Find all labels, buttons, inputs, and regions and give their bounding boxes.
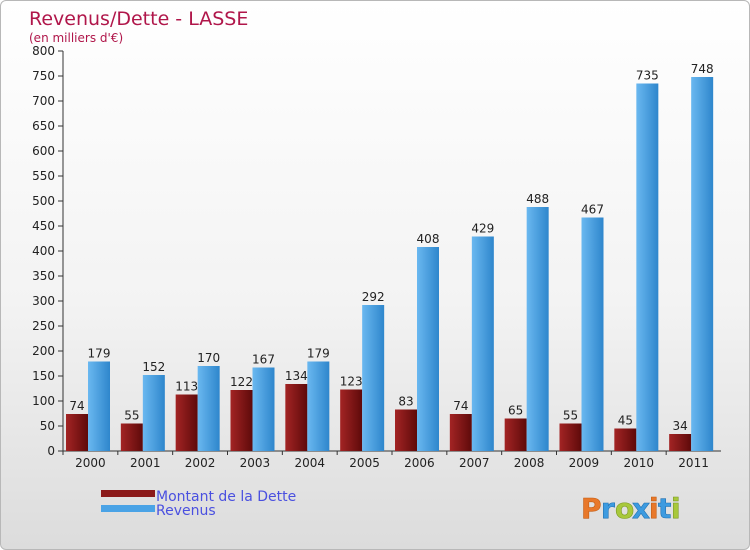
- bar-dette: [66, 414, 88, 451]
- y-tick-label: 50: [40, 419, 55, 433]
- chart-subtitle: (en milliers d'€): [29, 31, 123, 45]
- svg-text:o: o: [615, 492, 634, 525]
- data-labels: 74 179 55 152 113 170 122 167 134 179 123 292 83 408 7…: [69, 62, 713, 433]
- y-tick-label: 550: [32, 169, 55, 183]
- data-label-revenus: 152: [142, 360, 165, 374]
- data-label-revenus: 170: [197, 351, 220, 365]
- data-label-dette: 113: [175, 380, 198, 394]
- bar-dette: [614, 428, 637, 451]
- bar-revenus: [471, 236, 494, 451]
- x-tick-label: 2009: [569, 456, 600, 470]
- legend-label-debt: Montant de la Dette: [156, 489, 296, 505]
- bar-revenus: [581, 217, 604, 451]
- bar-revenus: [197, 366, 220, 451]
- bar-revenus: [417, 247, 439, 451]
- x-tick-label: 2002: [185, 456, 216, 470]
- data-label-dette: 55: [124, 409, 139, 423]
- y-tick-label: 450: [32, 219, 55, 233]
- bar-revenus: [307, 361, 330, 451]
- bar-dette: [340, 389, 363, 451]
- y-tick-label: 800: [32, 44, 55, 58]
- data-label-dette: 65: [508, 404, 523, 418]
- x-axis: 2000 2001 2002 2003 2004 2005 2006 2007 2008 2009…: [62, 450, 721, 470]
- bar-dette: [175, 394, 198, 451]
- x-tick-label: 2005: [349, 456, 380, 470]
- data-label-dette: 74: [69, 399, 84, 413]
- y-tick-label: 650: [32, 119, 55, 133]
- y-axis: 0 50 100 150 200 250 300 350 400 450 500 550 600 650 7…: [32, 44, 64, 458]
- y-tick-label: 350: [32, 269, 55, 283]
- data-label-dette: 34: [673, 419, 688, 433]
- svg-text:i: i: [671, 492, 681, 525]
- data-label-revenus: 408: [417, 232, 440, 246]
- data-label-dette: 123: [340, 375, 363, 389]
- x-tick-label: 2007: [459, 456, 490, 470]
- bar-dette: [669, 434, 692, 451]
- x-tick-label: 2006: [404, 456, 435, 470]
- legend-swatch-debt: [101, 490, 155, 497]
- bar-revenus: [636, 83, 659, 451]
- y-tick-label: 300: [32, 294, 55, 308]
- data-label-revenus: 735: [636, 69, 659, 83]
- x-tick-label: 2008: [514, 456, 545, 470]
- x-tick-label: 2001: [130, 456, 161, 470]
- proxiti-logo: P r o x i t i: [581, 492, 681, 526]
- svg-text:x: x: [632, 492, 650, 525]
- y-tick-label: 150: [32, 369, 55, 383]
- bar-revenus: [252, 367, 275, 451]
- y-tick-label: 600: [32, 144, 55, 158]
- svg-text:t: t: [658, 492, 671, 525]
- y-tick-label: 250: [32, 319, 55, 333]
- data-label-dette: 45: [618, 414, 633, 428]
- legend-swatch-revenus: [101, 505, 155, 512]
- bar-revenus: [526, 207, 549, 451]
- y-tick-label: 400: [32, 244, 55, 258]
- legend-label-revenus: Revenus: [156, 503, 216, 519]
- data-label-revenus: 179: [307, 347, 330, 361]
- y-tick-label: 500: [32, 194, 55, 208]
- y-tick-label: 100: [32, 394, 55, 408]
- data-label-dette: 134: [285, 369, 308, 383]
- x-tick-label: 2000: [75, 456, 106, 470]
- x-tick-label: 2004: [294, 456, 325, 470]
- data-label-revenus: 292: [362, 290, 385, 304]
- bar-dette: [120, 423, 143, 451]
- y-tick-label: 0: [47, 444, 55, 458]
- bar-revenus: [362, 305, 385, 451]
- svg-text:r: r: [601, 492, 615, 525]
- data-label-dette: 55: [563, 409, 578, 423]
- data-label-revenus: 179: [88, 347, 111, 361]
- x-tick-label: 2011: [678, 456, 709, 470]
- svg-text:i: i: [649, 492, 659, 525]
- bar-dette: [559, 423, 582, 451]
- legend: Montant de la Dette Revenus: [101, 489, 296, 519]
- data-label-revenus: 467: [581, 203, 604, 217]
- bar-dette: [504, 418, 527, 451]
- bar-dette: [230, 390, 253, 451]
- y-tick-label: 700: [32, 94, 55, 108]
- bar-dette: [285, 384, 308, 451]
- bar-dette: [449, 414, 472, 451]
- data-label-revenus: 167: [252, 353, 275, 367]
- bar-dette: [395, 409, 417, 451]
- data-label-dette: 83: [398, 395, 413, 409]
- bar-revenus: [88, 361, 110, 451]
- x-tick-label: 2010: [623, 456, 654, 470]
- chart-title: Revenus/Dette - LASSE: [29, 8, 248, 30]
- y-tick-label: 200: [32, 344, 55, 358]
- data-label-dette: 122: [230, 375, 253, 389]
- data-label-dette: 74: [453, 399, 468, 413]
- data-label-revenus: 488: [526, 192, 549, 206]
- y-tick-label: 750: [32, 69, 55, 83]
- data-label-revenus: 748: [691, 62, 714, 76]
- x-tick-label: 2003: [240, 456, 271, 470]
- svg-text:P: P: [581, 492, 602, 525]
- data-label-revenus: 429: [471, 222, 494, 236]
- bar-revenus: [142, 375, 165, 451]
- bar-revenus: [691, 77, 714, 451]
- bars: [66, 77, 714, 451]
